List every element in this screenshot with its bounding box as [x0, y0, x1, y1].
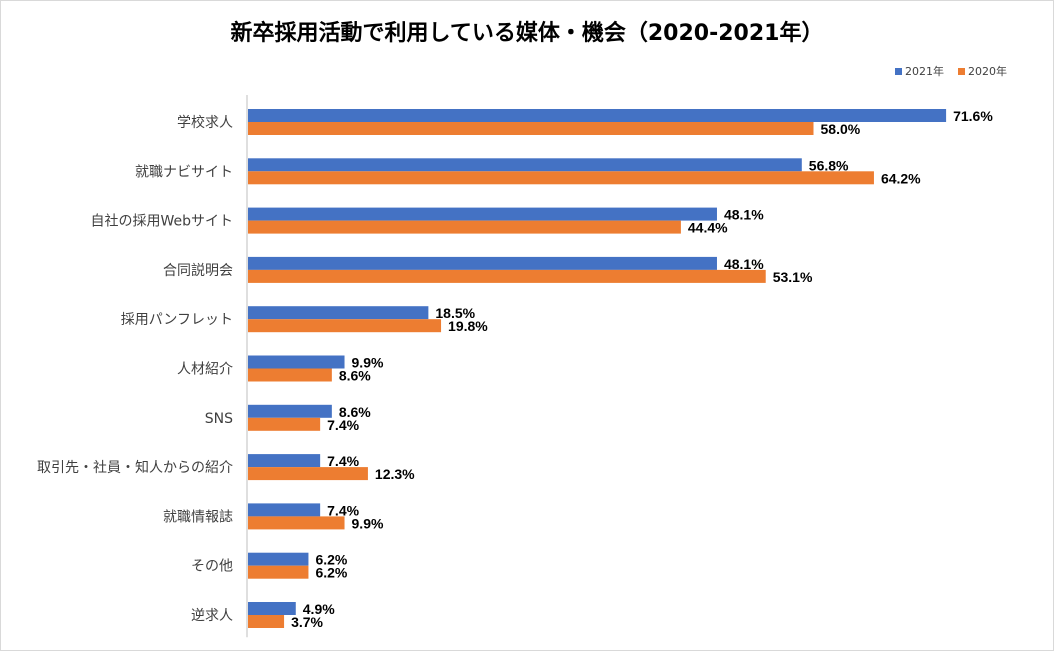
legend-swatch-2020 — [958, 67, 965, 75]
value-label: 8.6% — [339, 404, 371, 420]
category-label: その他 — [191, 559, 233, 575]
bar-2021-8 — [248, 503, 321, 517]
category-label: 人材紹介 — [177, 362, 233, 378]
category-label: 合同説明会 — [163, 263, 233, 279]
value-label: 48.1% — [724, 207, 764, 223]
bar-2021-7 — [248, 454, 321, 468]
bar-2021-10 — [248, 602, 296, 615]
bar-2021-1 — [248, 158, 802, 172]
value-label: 8.6% — [339, 368, 371, 384]
legend-entry-2020: 2020年 — [958, 63, 1007, 79]
value-label: 44.4% — [688, 220, 728, 236]
bar-2021-4 — [248, 306, 429, 320]
value-label: 71.6% — [953, 108, 993, 124]
bar-2020-10 — [248, 615, 285, 628]
value-label: 58.0% — [821, 121, 861, 137]
category-label: 採用パンフレット — [121, 312, 233, 328]
legend: 2021年 2020年 — [895, 63, 1007, 79]
value-label: 7.4% — [327, 502, 359, 518]
value-label: 3.7% — [291, 614, 323, 630]
category-label: 学校求人 — [177, 114, 233, 131]
value-label: 64.2% — [881, 170, 921, 186]
value-label: 7.4% — [327, 417, 359, 433]
value-label: 9.9% — [352, 355, 384, 371]
bar-2021-6 — [248, 404, 332, 418]
bar-2021-9 — [248, 552, 309, 566]
value-label: 9.9% — [352, 515, 384, 531]
value-label: 7.4% — [327, 453, 359, 469]
category-label: SNS — [205, 411, 233, 427]
bar-2020-6 — [248, 417, 321, 431]
bar-2020-4 — [248, 319, 442, 333]
category-label: 就職ナビサイト — [135, 164, 233, 180]
bar-2020-0 — [248, 122, 814, 135]
legend-label-2021: 2021年 — [905, 65, 944, 78]
value-label: 6.2% — [315, 565, 347, 581]
value-label: 18.5% — [435, 305, 475, 321]
value-label: 4.9% — [303, 601, 335, 617]
value-label: 6.2% — [315, 552, 347, 568]
bar-2020-9 — [248, 565, 309, 579]
bar-2021-5 — [248, 355, 345, 369]
value-label: 53.1% — [773, 269, 813, 285]
bar-2020-8 — [248, 516, 345, 530]
value-label: 12.3% — [375, 466, 415, 482]
bar-2021-3 — [248, 256, 717, 270]
bar-2020-2 — [248, 220, 681, 234]
bar-2020-1 — [248, 171, 874, 185]
value-label: 56.8% — [809, 157, 849, 173]
category-label: 逆求人 — [191, 608, 233, 624]
bar-2020-3 — [248, 269, 766, 283]
bar-2020-7 — [248, 467, 368, 481]
legend-swatch-2021 — [895, 67, 902, 75]
category-label: 就職情報誌 — [163, 509, 233, 525]
chart-title: 新卒採用活動で利用している媒体・機会（2020-2021年） — [230, 21, 824, 46]
category-label: 自社の採用Webサイト — [90, 214, 233, 230]
value-label: 19.8% — [448, 318, 488, 334]
value-label: 48.1% — [724, 256, 764, 272]
bar-2020-5 — [248, 368, 332, 382]
bar-2021-0 — [248, 109, 947, 122]
bar-2021-2 — [248, 207, 717, 221]
category-label: 取引先・社員・知人からの紹介 — [37, 459, 233, 476]
legend-entry-2021: 2021年 — [895, 63, 944, 79]
legend-label-2020: 2020年 — [968, 65, 1007, 78]
